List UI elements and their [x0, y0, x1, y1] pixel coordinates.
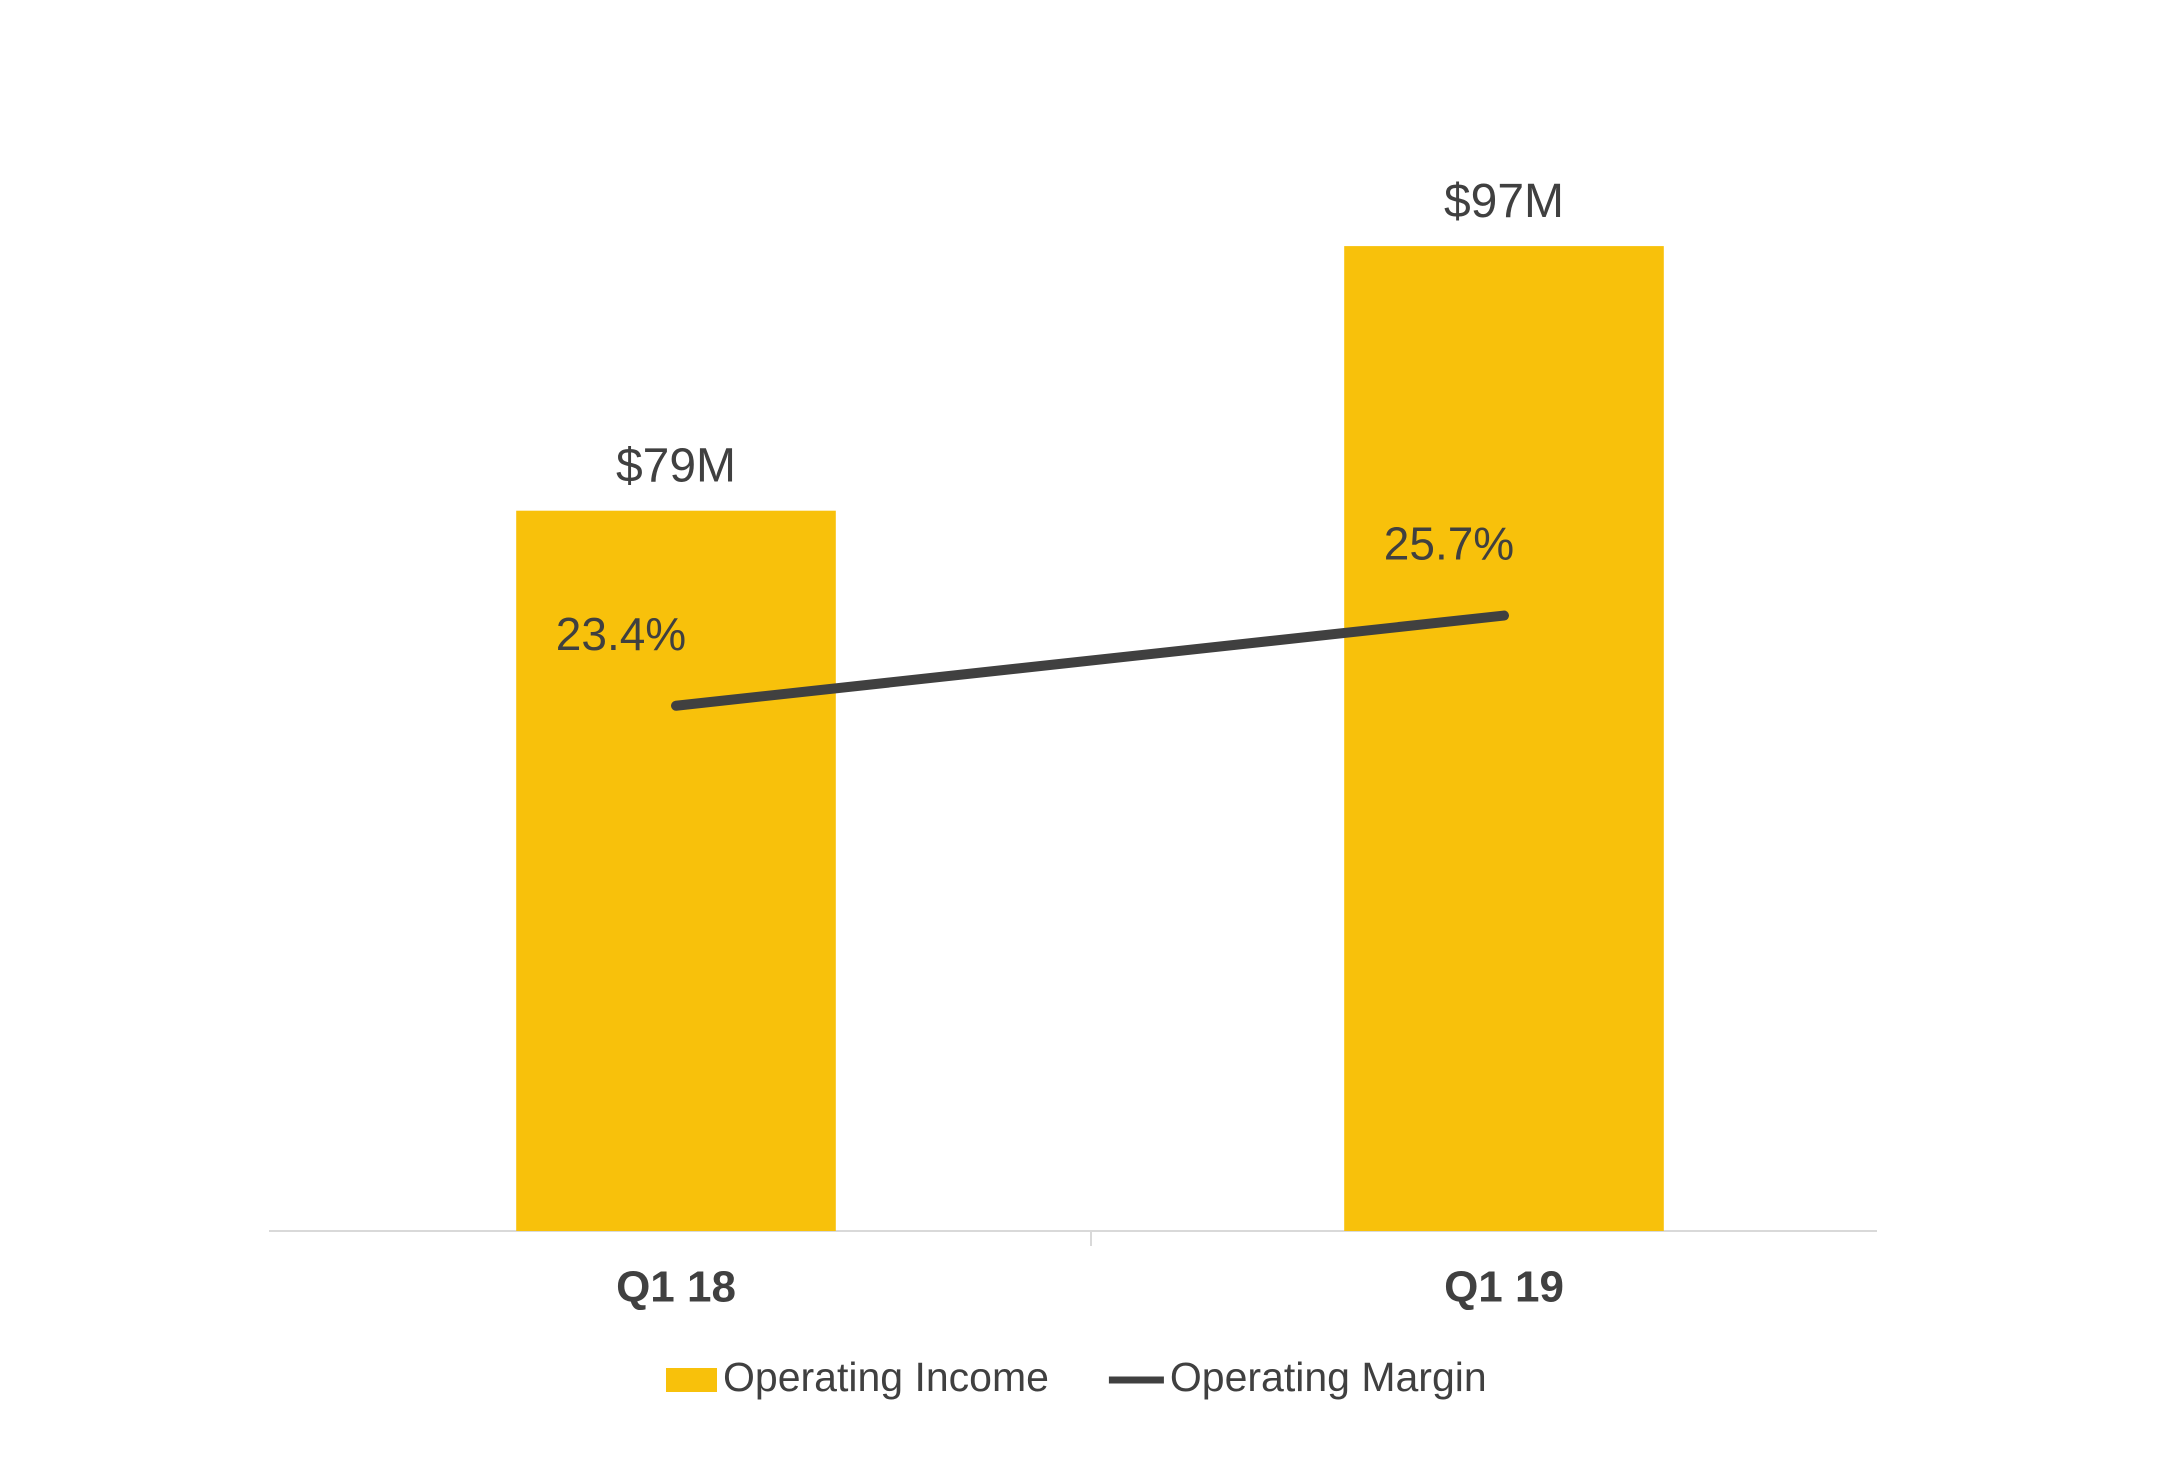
legend-label: Operating Income — [723, 1354, 1049, 1400]
data-label: 23.4% — [556, 608, 686, 660]
legend-label: Operating Margin — [1170, 1354, 1487, 1400]
data-label: 25.7% — [1384, 518, 1514, 570]
bar — [1344, 246, 1664, 1232]
legend-swatch — [666, 1368, 717, 1392]
bar — [516, 510, 836, 1231]
x-tick-label: Q1 19 — [1444, 1263, 1564, 1312]
data-label: $97M — [1444, 175, 1564, 228]
data-label: $79M — [616, 439, 736, 492]
line — [671, 610, 1509, 711]
x-tick-label: Q1 18 — [616, 1263, 736, 1312]
